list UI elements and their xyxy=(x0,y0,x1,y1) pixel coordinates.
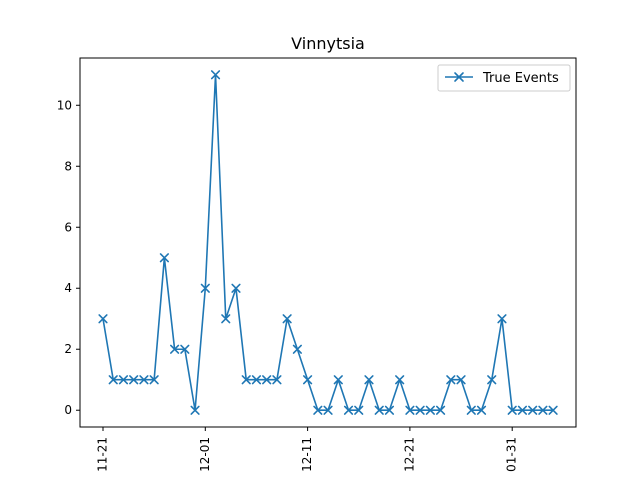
data-point-34 xyxy=(446,375,456,385)
data-point-39 xyxy=(497,314,507,324)
data-point-1 xyxy=(108,375,118,385)
data-point-27 xyxy=(374,405,384,415)
data-point-16 xyxy=(262,375,272,385)
data-point-19 xyxy=(292,344,302,354)
legend-marker-x xyxy=(454,72,464,82)
data-point-18 xyxy=(282,314,292,324)
data-point-3 xyxy=(129,375,139,385)
y-tick-label-2: 2 xyxy=(64,342,72,356)
plot-marks xyxy=(98,70,558,415)
data-point-15 xyxy=(251,375,262,385)
data-point-42 xyxy=(528,405,538,415)
data-point-28 xyxy=(384,405,395,415)
data-point-36 xyxy=(466,405,476,415)
x-tick-label-2: 12-11 xyxy=(300,437,314,472)
x-axis: 11-21 12-01 12-11 12-21 01-31 xyxy=(96,427,519,472)
legend: True Events xyxy=(437,64,571,92)
data-point-26 xyxy=(364,375,374,385)
legend-box xyxy=(437,64,571,92)
data-point-4 xyxy=(139,375,149,385)
data-point-6 xyxy=(159,253,169,263)
data-point-10 xyxy=(200,283,210,293)
data-point-24 xyxy=(343,405,354,415)
chart-title: Vinnytsia xyxy=(291,34,365,53)
data-point-37 xyxy=(476,405,487,415)
data-point-38 xyxy=(487,375,497,385)
y-tick-label-4: 4 xyxy=(64,281,72,295)
data-point-8 xyxy=(180,344,190,354)
data-point-23 xyxy=(333,375,343,385)
y-axis: 0 2 4 6 8 10 xyxy=(57,98,80,417)
data-point-32 xyxy=(425,405,435,415)
data-point-25 xyxy=(354,405,364,415)
data-point-43 xyxy=(538,405,548,415)
data-point-11 xyxy=(210,70,221,80)
data-point-2 xyxy=(118,375,129,385)
data-point-29 xyxy=(395,375,405,385)
data-point-17 xyxy=(272,375,282,385)
y-tick-label-0: 0 xyxy=(64,403,72,417)
x-tick-label-4: 01-31 xyxy=(505,437,519,472)
data-point-30 xyxy=(405,405,415,415)
data-point-9 xyxy=(190,405,200,415)
data-point-12 xyxy=(221,314,231,324)
data-point-33 xyxy=(435,405,446,415)
plot-frame xyxy=(79,57,577,428)
data-point-5 xyxy=(149,375,159,385)
data-point-41 xyxy=(517,405,528,415)
x-tick-label-1: 12-01 xyxy=(198,437,212,472)
x-tick-label-0: 11-21 xyxy=(96,437,110,472)
data-point-21 xyxy=(313,405,323,415)
data-point-7 xyxy=(170,344,180,354)
data-point-14 xyxy=(241,375,251,385)
data-point-0 xyxy=(98,314,108,324)
data-point-22 xyxy=(323,405,333,415)
legend-label: True Events xyxy=(482,71,559,86)
data-point-40 xyxy=(507,405,517,415)
y-tick-label-10: 10 xyxy=(57,98,72,112)
y-tick-label-8: 8 xyxy=(64,159,72,173)
x-tick-label-3: 12-21 xyxy=(402,437,416,472)
data-point-31 xyxy=(415,405,425,415)
data-point-35 xyxy=(456,375,466,385)
data-point-20 xyxy=(303,375,313,385)
y-tick-label-6: 6 xyxy=(64,220,72,234)
data-point-44 xyxy=(548,405,558,415)
data-point-13 xyxy=(231,283,241,293)
